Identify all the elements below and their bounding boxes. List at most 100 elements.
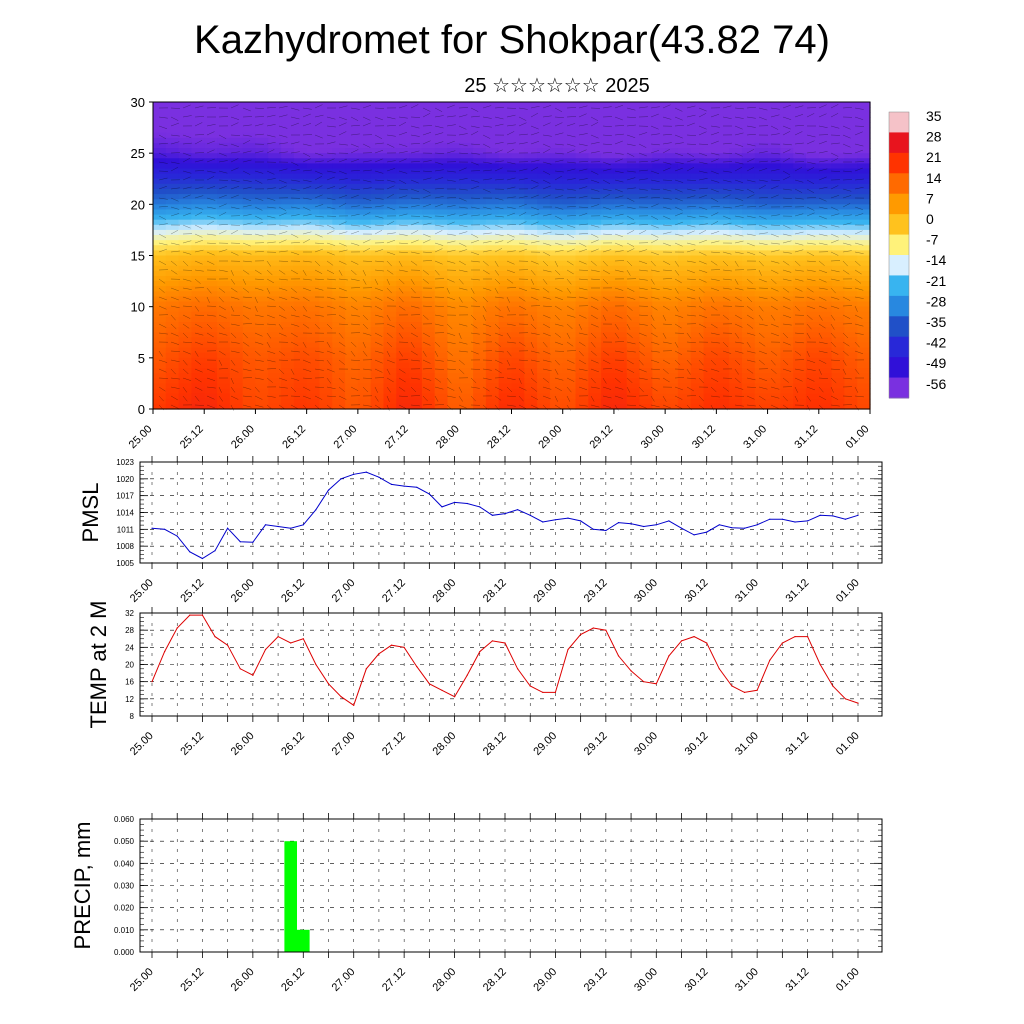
wind-barb [302, 287, 311, 292]
wind-barb [254, 123, 264, 127]
heatmap-cell [805, 178, 820, 185]
heatmap-cell [729, 214, 743, 221]
heatmap-cell [537, 311, 551, 318]
wind-barb [698, 251, 707, 256]
heatmap-cell [485, 270, 500, 277]
heatmap-cell [703, 117, 717, 124]
heatmap-cell [242, 270, 257, 277]
wind-barb [206, 131, 215, 136]
wind-barb [326, 260, 334, 266]
wind-barb [182, 170, 192, 174]
wind-barb [650, 278, 655, 285]
heatmap-cell [831, 327, 845, 333]
heatmap-cell [409, 142, 423, 149]
heatmap-cell [421, 306, 436, 313]
wind-barb [842, 341, 850, 347]
wind-barb [338, 305, 347, 310]
heatmap-cell [204, 362, 218, 369]
wind-barb [218, 230, 227, 235]
wind-barb [650, 215, 659, 220]
heatmap-cell [332, 158, 346, 164]
heatmap-cell [677, 153, 692, 159]
heatmap-cell [281, 255, 295, 262]
wind-barb [206, 140, 215, 145]
heatmap-cell [229, 199, 244, 205]
heatmap-cell [588, 281, 602, 287]
wind-barb [710, 125, 720, 128]
heatmap-cell [626, 352, 641, 359]
heatmap-cell [293, 373, 308, 379]
heatmap-cell [626, 163, 641, 170]
heatmap-cell [613, 357, 628, 364]
wind-barb [290, 141, 300, 145]
heatmap-cell [857, 240, 871, 246]
wind-barb [782, 287, 790, 293]
heatmap-cell [357, 122, 372, 129]
heatmap-cell [281, 219, 295, 226]
heatmap-cell [652, 337, 666, 344]
wind-barb [242, 242, 251, 247]
heatmap-cell [178, 398, 193, 405]
heatmap-cell [805, 173, 820, 180]
heatmap-cell [460, 342, 474, 349]
heatmap-cell [409, 199, 423, 205]
heatmap-cell [601, 316, 615, 323]
heatmap-cell [562, 219, 577, 226]
heatmap-cell [460, 173, 474, 180]
heatmap-cell [293, 199, 308, 205]
wind-barb [338, 323, 348, 325]
wind-barb [758, 107, 768, 111]
heatmap-cell [319, 173, 333, 180]
heatmap-cell [780, 194, 794, 200]
heatmap-cell [409, 219, 423, 226]
heatmap-cell [421, 168, 436, 175]
heatmap-cell [818, 158, 833, 164]
heatmap-cell [601, 301, 615, 308]
heatmap-cell [575, 368, 589, 374]
heatmap-cell [345, 122, 359, 129]
wind-barb [686, 114, 696, 118]
heatmap-cell [793, 199, 807, 205]
wind-barb [374, 215, 384, 219]
wind-barb [614, 350, 624, 353]
wind-barb [554, 159, 564, 163]
heatmap-cell [703, 383, 717, 390]
wind-barb [770, 194, 779, 199]
heatmap-cell [511, 224, 525, 231]
heatmap-cell [242, 153, 257, 159]
heatmap-cell [357, 260, 372, 267]
wind-barb [818, 206, 828, 210]
heatmap-cell [549, 219, 564, 226]
wind-barb [506, 296, 510, 303]
heatmap-cell [844, 260, 858, 267]
wind-barb [470, 185, 479, 190]
heatmap-cell [357, 337, 372, 344]
heatmap-cell [626, 393, 641, 400]
heatmap-cell [754, 235, 769, 241]
heatmap-cell [217, 112, 231, 118]
heatmap-cell [767, 393, 781, 400]
heatmap-cell [652, 383, 666, 390]
heatmap-cell [780, 275, 794, 282]
heatmap-cell [229, 107, 244, 113]
heatmap-cell [524, 142, 538, 149]
heatmap-cell [153, 255, 167, 262]
heatmap-cell [805, 117, 820, 124]
heatmap-cell [818, 337, 833, 344]
heatmap-cell [498, 240, 513, 246]
heatmap-cell [460, 229, 474, 236]
heatmap-cell [549, 403, 564, 410]
wind-barb [458, 323, 468, 327]
wind-barb [746, 251, 756, 255]
heatmap-cell [293, 148, 308, 154]
heatmap-cell [626, 240, 641, 246]
heatmap-cell [729, 107, 743, 113]
heatmap-cell [575, 373, 589, 379]
heatmap-cell [473, 168, 487, 175]
heatmap-cell [537, 122, 551, 129]
heatmap-cell [153, 316, 167, 323]
heatmap-cell [639, 347, 653, 354]
page-title: Kazhydromet for Shokpar(43.82 74) [194, 18, 830, 62]
heatmap-cell [370, 245, 385, 251]
heatmap-cell [793, 178, 807, 185]
